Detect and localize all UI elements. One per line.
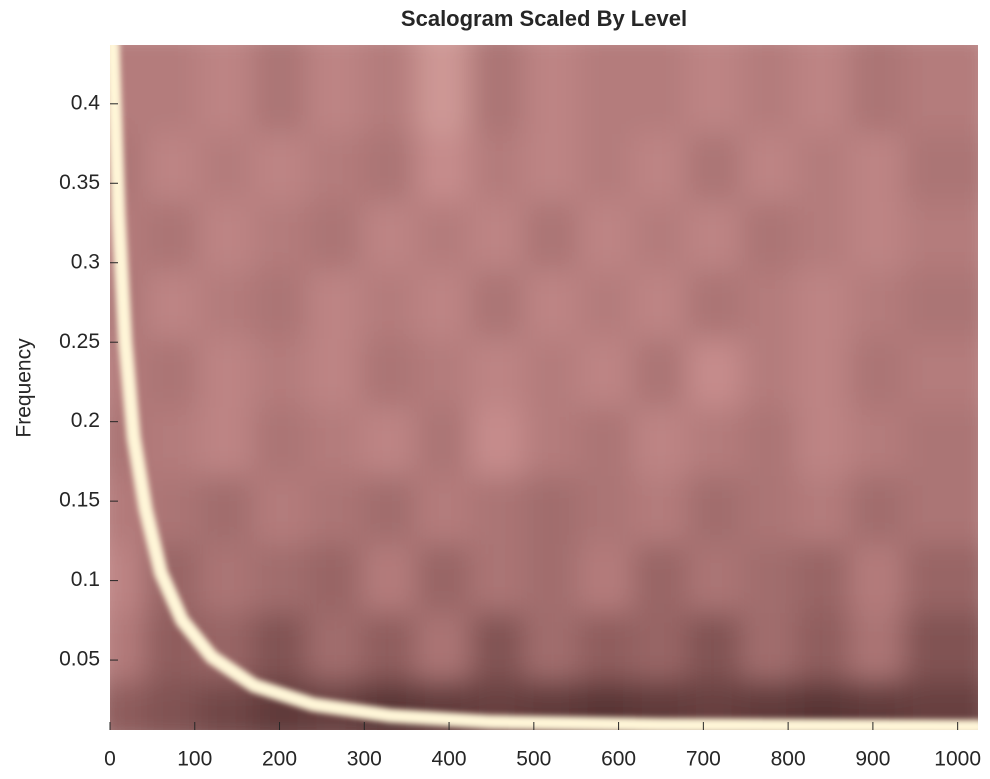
x-tick-label: 500 (516, 748, 551, 771)
x-tick-label: 0 (104, 748, 116, 771)
y-tick-label: 0.35 (59, 171, 100, 194)
plot-area (110, 45, 978, 730)
x-tick-label: 400 (432, 748, 467, 771)
heatmap-cells (110, 45, 978, 730)
y-tick-label: 0.3 (71, 250, 100, 273)
y-tick-label: 0.25 (59, 330, 100, 353)
x-tick-label: 700 (686, 748, 721, 771)
chart-title: Scalogram Scaled By Level (401, 6, 687, 31)
x-tick-label: 900 (855, 748, 890, 771)
x-tick-label: 800 (771, 748, 806, 771)
x-tick-label: 200 (262, 748, 297, 771)
y-tick-label: 0.05 (59, 648, 100, 671)
x-tick-label: 1000 (934, 748, 981, 771)
y-axis-label: Frequency (13, 338, 36, 438)
ridge-line (110, 45, 978, 730)
x-tick-label: 100 (177, 748, 212, 771)
y-tick-label: 0.15 (59, 489, 100, 512)
heatmap-cell (903, 45, 978, 134)
x-tick-label: 300 (347, 748, 382, 771)
y-tick-label: 0.2 (71, 409, 100, 432)
y-tick-label: 0.1 (71, 568, 100, 591)
x-tick-label: 600 (601, 748, 636, 771)
y-tick-label: 0.4 (71, 91, 101, 114)
